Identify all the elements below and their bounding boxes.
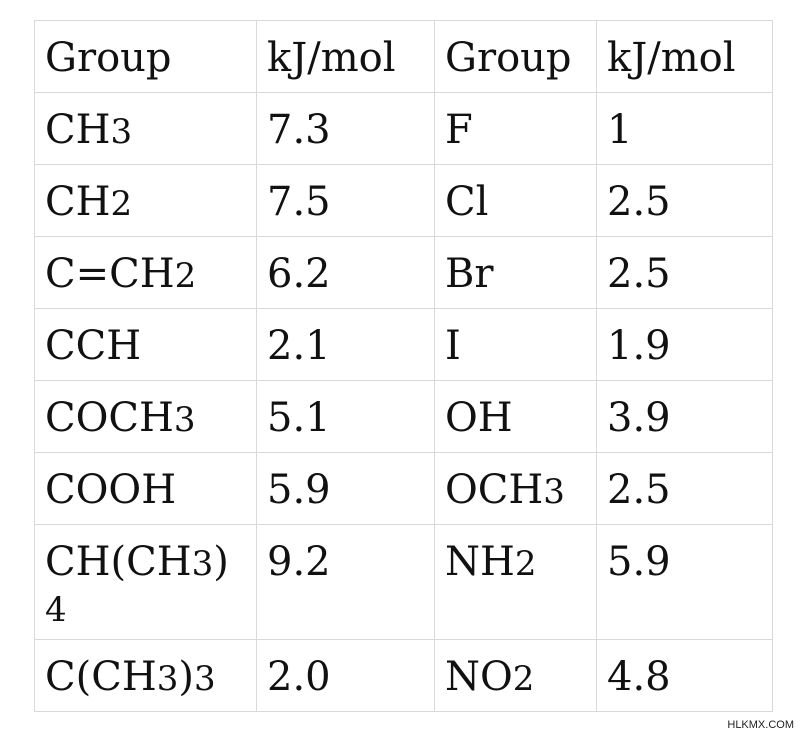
value-cell-right: 2.5 [596,452,773,525]
value-cell-left: 5.9 [256,452,435,525]
group-formula: COOH [45,467,177,513]
group-formula: COCH [45,395,174,441]
value-cell-right: 3.9 [596,380,773,453]
group-formula-tail: ) [178,654,194,700]
group-formula: CH [45,179,111,225]
group-cell-right: Cl [434,164,597,237]
table-row: C(CH3)3 2.0 NO2 4.8 [34,639,773,712]
value-cell-left: 7.5 [256,164,435,237]
group-subscript: 3 [191,544,214,584]
value-cell-right: 1 [596,92,773,165]
value-cell-left: 5.1 [256,380,435,453]
group-formula: CCH [45,323,142,369]
group-subscript: 3 [110,112,133,152]
value-cell-right: 5.9 [596,524,773,640]
group-subscript: 3 [173,400,196,440]
value-cell-left: 7.3 [256,92,435,165]
group-cell-left: CH(CH3) 4 [34,524,257,640]
group-cell-left: CCH [34,308,257,381]
group-cell-right: NO2 [434,639,597,712]
group-formula: C(CH [45,654,157,700]
group-cell-left: CH2 [34,164,257,237]
group-subscript: 2 [514,544,537,584]
group-cell-left: COOH [34,452,257,525]
group-cell-right: OH [434,380,597,453]
group-cell-right: OCH3 [434,452,597,525]
table-row: C=CH2 6.2 Br 2.5 [34,236,773,309]
value-cell-left: 9.2 [256,524,435,640]
header-kjmol-2: kJ/mol [596,20,773,93]
group-formula: NO [445,654,513,700]
group-cell-right: NH2 [434,524,597,640]
value-cell-left: 2.1 [256,308,435,381]
group-cell-right: Br [434,236,597,309]
group-formula: CH(CH [45,539,192,585]
value-cell-left: 6.2 [256,236,435,309]
watermark: HLKMX.COM [727,719,794,731]
group-subscript-tail: 3 [193,659,216,699]
table-row: COOH 5.9 OCH3 2.5 [34,452,773,525]
group-cell-left: COCH3 [34,380,257,453]
value-cell-right: 1.9 [596,308,773,381]
group-subscript: 2 [512,659,535,699]
group-cell-left: CH3 [34,92,257,165]
group-formula: C=CH [45,251,175,297]
group-subscript: 3 [543,472,565,512]
group-formula: CH [45,107,111,153]
header-group-2: Group [434,20,597,93]
value-cell-right: 2.5 [596,236,773,309]
group-formula-tail: ) [213,539,229,585]
header-row: Group kJ/mol Group kJ/mol [34,20,773,93]
group-cell-right: F [434,92,597,165]
value-cell-right: 4.8 [596,639,773,712]
group-cell-left: C(CH3)3 [34,639,257,712]
group-subscript: 3 [156,659,179,699]
group-subscript: 2 [110,184,133,224]
table-row: CH2 7.5 Cl 2.5 [34,164,773,237]
value-cell-left: 2.0 [256,639,435,712]
table-row: CH3 7.3 F 1 [34,92,773,165]
group-formula: OCH [445,467,544,513]
table-row: CCH 2.1 I 1.9 [34,308,773,381]
group-subscript: 2 [174,256,197,296]
header-group-1: Group [34,20,257,93]
group-cell-left: C=CH2 [34,236,257,309]
table-row: COCH3 5.1 OH 3.9 [34,380,773,453]
energy-table: Group kJ/mol Group kJ/mol CH3 7.3 F 1 CH… [34,20,773,712]
header-kjmol-1: kJ/mol [256,20,435,93]
group-subscript-wrapped: 4 [45,590,67,630]
value-cell-right: 2.5 [596,164,773,237]
table-row: CH(CH3) 4 9.2 NH2 5.9 [34,524,773,640]
group-cell-right: I [434,308,597,381]
group-formula: NH [445,539,515,585]
